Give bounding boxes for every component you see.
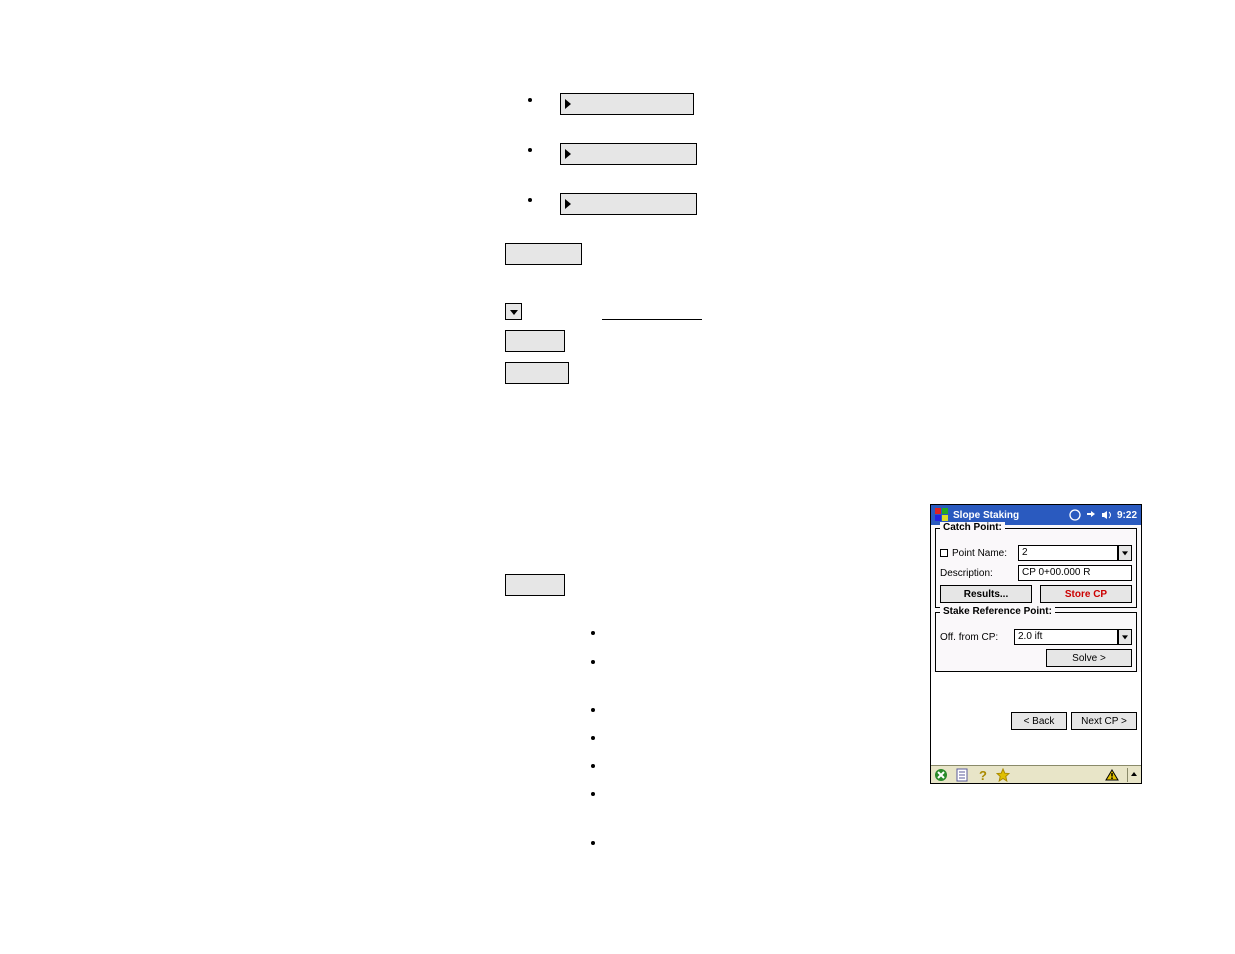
store-cp-button-label: Store CP xyxy=(1065,589,1107,600)
bullet-dot xyxy=(591,736,595,740)
solve-button[interactable]: Solve > xyxy=(1046,649,1132,667)
star-icon[interactable] xyxy=(996,768,1010,782)
description-value: CP 0+00.000 R xyxy=(1022,567,1090,578)
point-name-row: Point Name: 2 xyxy=(940,545,1132,561)
chevron-down-icon xyxy=(1122,551,1128,555)
bullet-dot xyxy=(591,764,595,768)
bullet-dot xyxy=(591,792,595,796)
bullet-dot xyxy=(591,841,595,845)
status-icons: 9:22 xyxy=(1069,509,1137,521)
stake-ref-group: Stake Reference Point: Off. from CP: 2.0… xyxy=(935,612,1137,672)
mid-button-1[interactable] xyxy=(505,243,582,265)
sync-icon xyxy=(1069,509,1081,521)
catch-point-buttons: Results... Store CP xyxy=(940,585,1132,603)
bullet-dot xyxy=(591,708,595,712)
point-name-label: Point Name: xyxy=(952,548,1014,559)
close-icon[interactable] xyxy=(934,768,948,782)
play-button-3[interactable] xyxy=(560,193,697,215)
play-icon xyxy=(565,99,571,109)
windows-flag-icon xyxy=(935,508,949,522)
device-title: Slope Staking xyxy=(953,510,1069,521)
device-content: Catch Point: Point Name: 2 Description: … xyxy=(931,525,1141,672)
solve-button-label: Solve > xyxy=(1072,653,1106,664)
next-cp-button[interactable]: Next CP > xyxy=(1071,712,1137,730)
off-from-cp-label: Off. from CP: xyxy=(940,632,1010,643)
store-cp-button[interactable]: Store CP xyxy=(1040,585,1132,603)
chevron-down-icon xyxy=(510,310,518,315)
nav-row: < Back Next CP > xyxy=(931,712,1141,733)
point-name-checkbox[interactable] xyxy=(940,549,948,557)
description-input[interactable]: CP 0+00.000 R xyxy=(1018,565,1132,581)
link-underline[interactable] xyxy=(602,309,702,320)
svg-text:?: ? xyxy=(979,768,987,782)
back-button-label: < Back xyxy=(1024,716,1055,727)
bullet-dot xyxy=(528,148,532,152)
after-dropdown-button-1[interactable] xyxy=(505,330,565,352)
play-button-1[interactable] xyxy=(560,93,694,115)
point-name-value: 2 xyxy=(1022,547,1028,558)
play-icon xyxy=(565,199,571,209)
catch-point-group: Catch Point: Point Name: 2 Description: … xyxy=(935,528,1137,608)
notes-icon[interactable] xyxy=(956,768,968,782)
arrows-icon xyxy=(1085,509,1097,521)
chevron-up-icon[interactable] xyxy=(1127,768,1138,782)
point-name-input[interactable]: 2 xyxy=(1018,545,1118,561)
results-button[interactable]: Results... xyxy=(940,585,1032,603)
solve-row: Solve > xyxy=(940,649,1132,667)
play-icon xyxy=(565,149,571,159)
device-screenshot: Slope Staking 9:22 xyxy=(930,504,1142,784)
bullet-dot xyxy=(591,660,595,664)
bullet-dot xyxy=(528,98,532,102)
bullet-dot xyxy=(528,198,532,202)
chevron-down-icon xyxy=(1122,635,1128,639)
play-button-2[interactable] xyxy=(560,143,697,165)
stake-ref-legend: Stake Reference Point: xyxy=(940,606,1055,617)
back-button[interactable]: < Back xyxy=(1011,712,1067,730)
help-icon[interactable]: ? xyxy=(976,768,988,782)
lower-button[interactable] xyxy=(505,574,565,596)
bottombar: ? xyxy=(931,765,1141,783)
device-time: 9:22 xyxy=(1117,510,1137,521)
results-button-label: Results... xyxy=(964,589,1008,600)
after-dropdown-button-2[interactable] xyxy=(505,362,569,384)
off-from-cp-value: 2.0 ift xyxy=(1018,631,1042,642)
description-row: Description: CP 0+00.000 R xyxy=(940,565,1132,581)
warning-icon[interactable] xyxy=(1105,768,1119,782)
page: Slope Staking 9:22 xyxy=(0,0,1235,954)
description-label: Description: xyxy=(940,568,1014,579)
speaker-icon xyxy=(1101,509,1113,521)
bullet-dot xyxy=(591,631,595,635)
next-cp-button-label: Next CP > xyxy=(1081,716,1127,727)
dropdown-small[interactable] xyxy=(505,303,522,320)
off-from-cp-row: Off. from CP: 2.0 ift xyxy=(940,629,1132,645)
point-name-dropdown[interactable] xyxy=(1118,545,1132,561)
off-from-cp-dropdown[interactable] xyxy=(1118,629,1132,645)
off-from-cp-input[interactable]: 2.0 ift xyxy=(1014,629,1118,645)
catch-point-legend: Catch Point: xyxy=(940,522,1005,533)
